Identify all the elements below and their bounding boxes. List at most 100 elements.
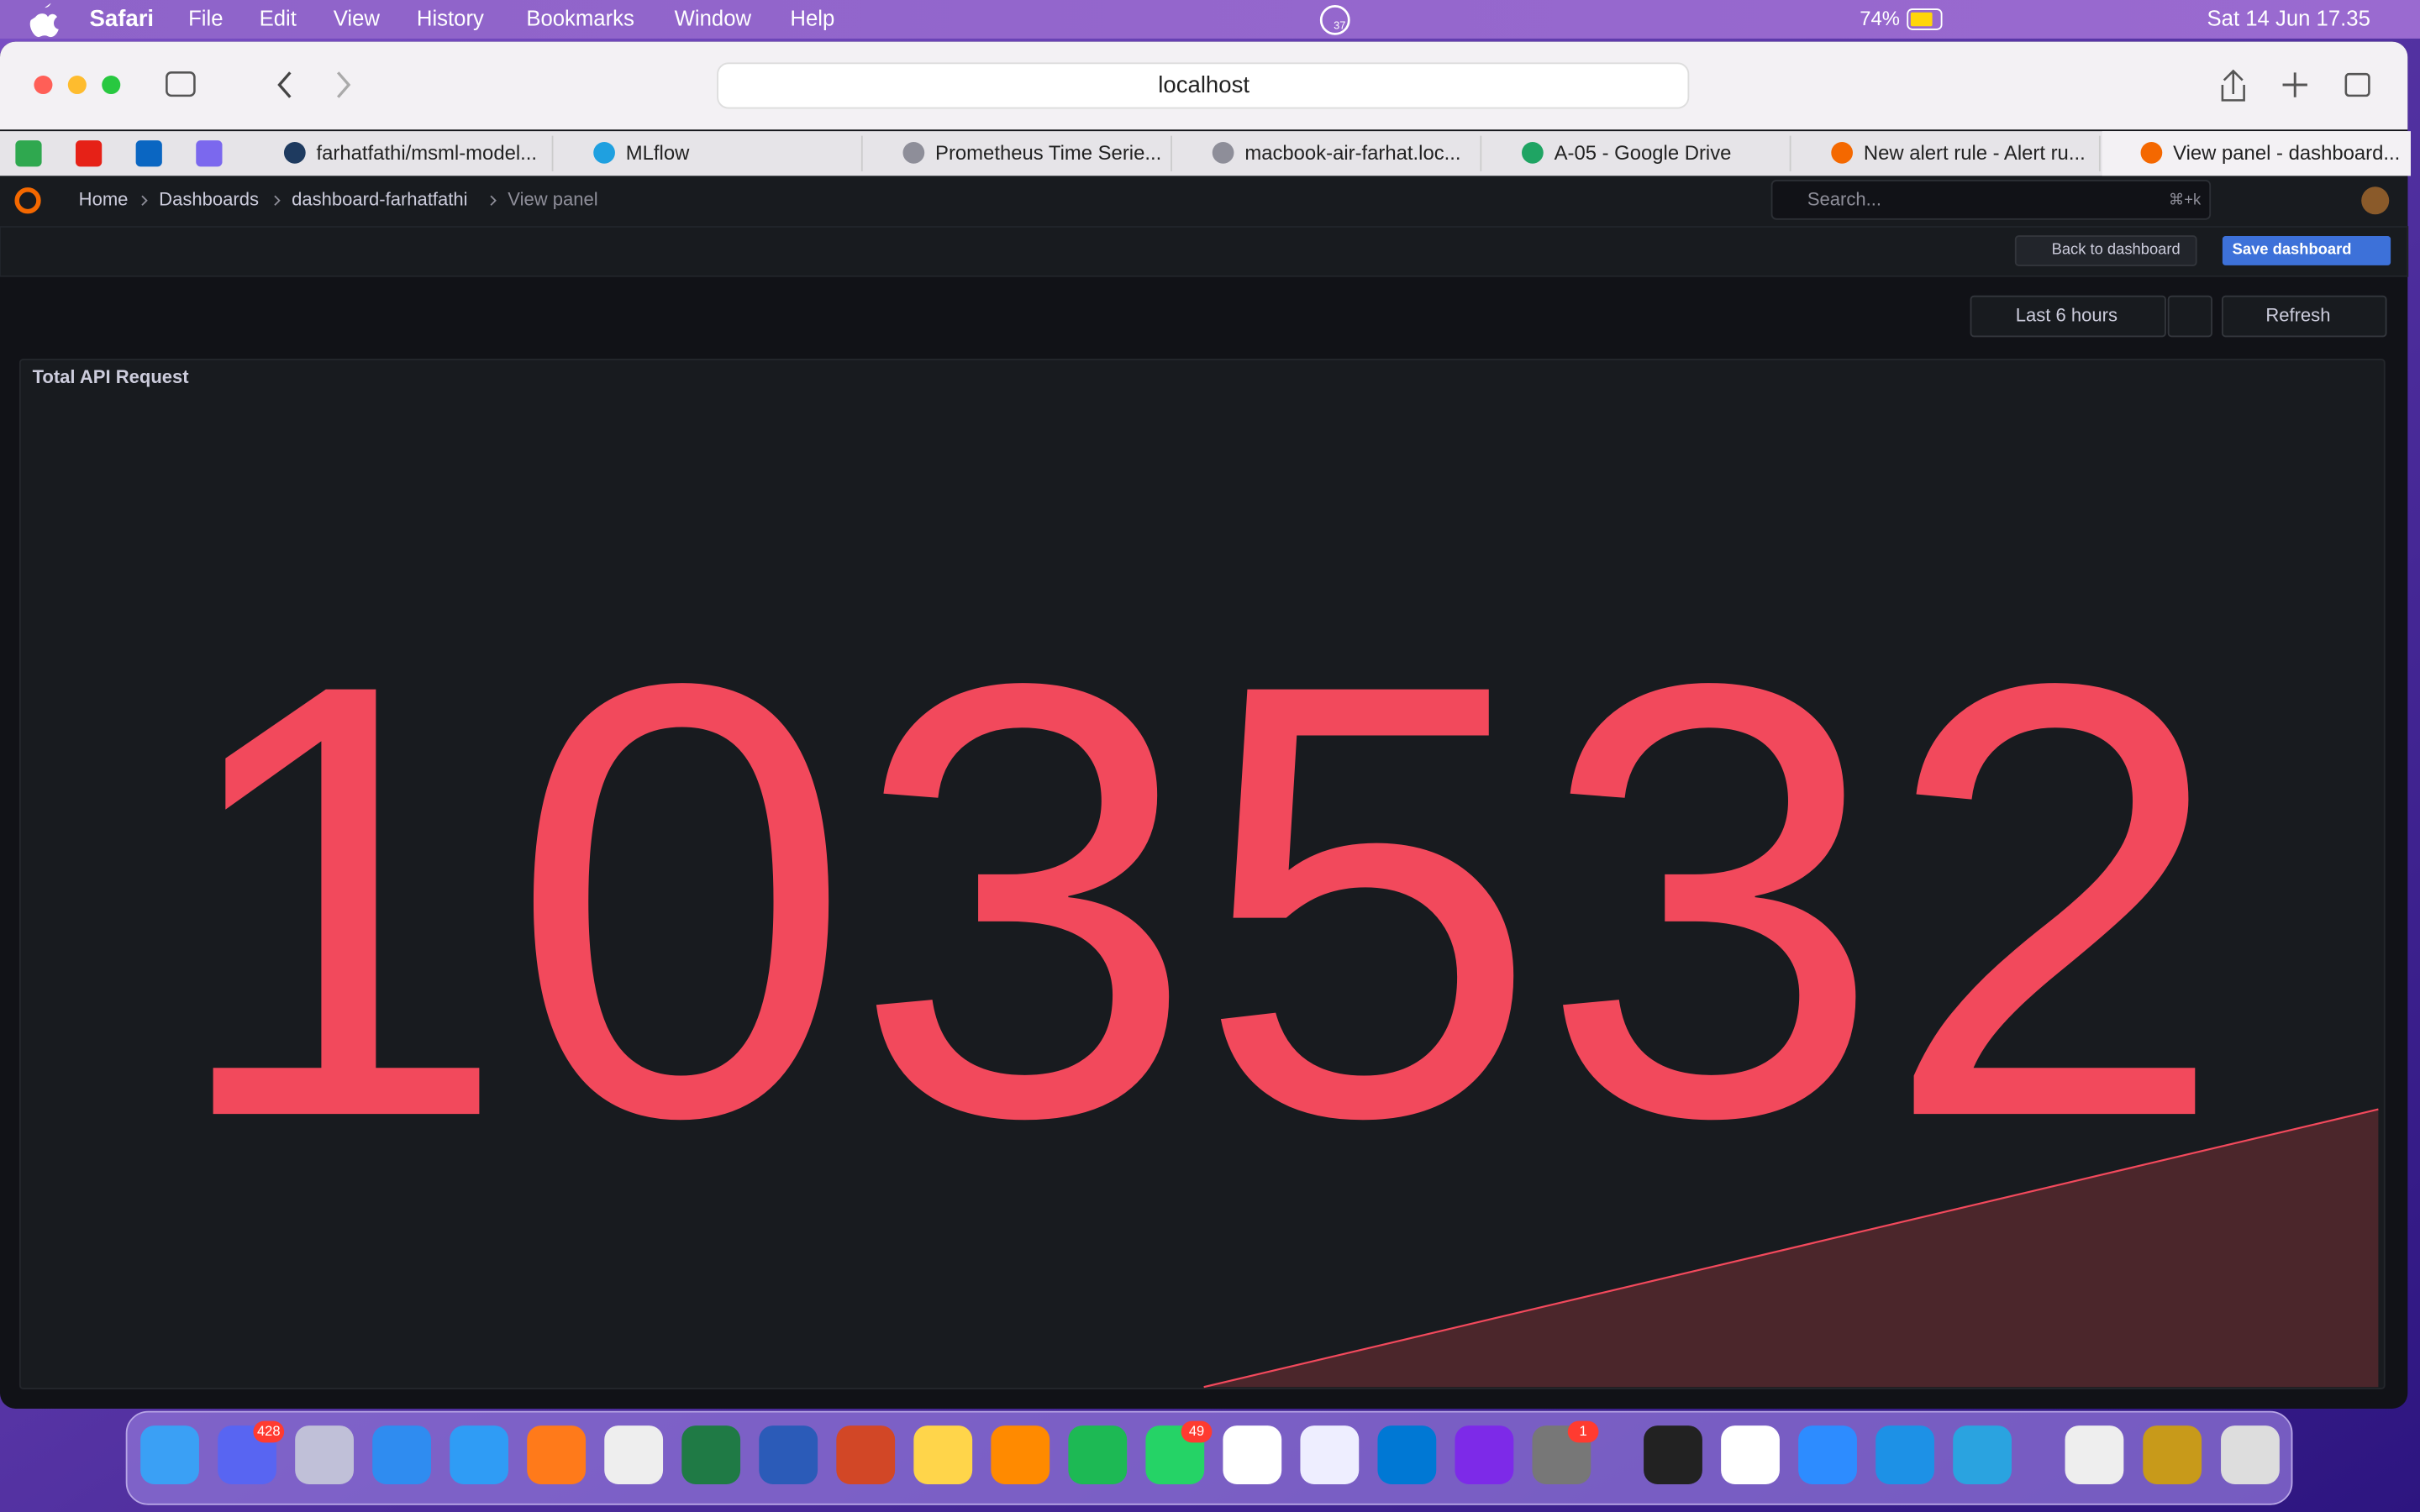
bookmark-icon[interactable]: [135, 140, 162, 167]
tab-favicon[interactable]: [1212, 141, 1234, 164]
battery-icon: [1907, 8, 1943, 30]
status-icon[interactable]: [1319, 4, 1350, 35]
grafana-logo[interactable]: [14, 187, 41, 214]
menu-item[interactable]: View: [334, 8, 381, 31]
bookmark-icon[interactable]: [196, 140, 223, 167]
search-box[interactable]: [1770, 179, 2212, 220]
menu-item[interactable]: Window: [675, 8, 752, 31]
menu-bar: [0, 0, 2420, 39]
save-dashboard-button[interactable]: [2222, 236, 2391, 265]
menu-item[interactable]: Edit: [260, 8, 297, 31]
back-button[interactable]: [277, 71, 292, 98]
tab-title[interactable]: farhatfathi/msml-model...: [317, 142, 538, 165]
dock-icon[interactable]: [1223, 1425, 1282, 1484]
panel-title: Total API Request: [33, 366, 190, 387]
zoom-button[interactable]: [102, 76, 121, 95]
stat-panel: [18, 359, 2386, 1389]
breadcrumb: View panel: [508, 189, 597, 210]
back-to-dashboard[interactable]: Back to dashboard: [2052, 239, 2181, 257]
breadcrumb[interactable]: dashboard-farhatfathi: [292, 189, 467, 210]
minimize-button[interactable]: [67, 76, 87, 95]
dock-icon[interactable]: [372, 1425, 431, 1484]
dock-icon[interactable]: [1644, 1425, 1702, 1484]
refresh[interactable]: Refresh: [2265, 304, 2330, 325]
tab-favicon[interactable]: [593, 141, 615, 164]
tab-favicon[interactable]: [2140, 141, 2163, 164]
dock-icon[interactable]: [1876, 1425, 1934, 1484]
menu-item[interactable]: Help: [790, 8, 834, 31]
dock-icon[interactable]: [1300, 1425, 1360, 1484]
tab-favicon[interactable]: [283, 141, 306, 164]
dock-icon[interactable]: [1721, 1425, 1780, 1484]
back-to-dashboard-button[interactable]: [2014, 235, 2197, 266]
battery-percent: 74%: [1860, 8, 1900, 30]
avatar[interactable]: [2361, 186, 2390, 215]
dock-icon[interactable]: [2065, 1425, 2124, 1484]
url[interactable]: localhost: [1158, 71, 1249, 97]
share-button[interactable]: [2221, 69, 2245, 102]
dock-icon[interactable]: [450, 1425, 509, 1484]
dock-icon[interactable]: [913, 1425, 973, 1484]
tab-overview-button[interactable]: [2344, 72, 2370, 97]
sidebar-button[interactable]: [166, 71, 196, 97]
action-bar: [0, 226, 2409, 277]
tab-favicon[interactable]: [1831, 141, 1853, 164]
tab-bar: [0, 131, 2408, 176]
bookmark-icon[interactable]: [15, 140, 42, 167]
battery-level: [1910, 12, 1933, 27]
refresh-button[interactable]: [2221, 295, 2387, 338]
sparkline: [1203, 1108, 2379, 1389]
tab-title[interactable]: View panel - dashboard...: [2173, 142, 2400, 165]
dock-badge-count: 49: [1189, 1423, 1204, 1439]
breadcrumb[interactable]: Home: [79, 189, 129, 210]
forward-button[interactable]: [337, 71, 351, 98]
save-dashboard[interactable]: Save dashboard: [2233, 239, 2352, 257]
bookmark-icon[interactable]: [76, 140, 103, 167]
tab-favicon[interactable]: [902, 141, 925, 164]
tab-title[interactable]: New alert rule - Alert ru...: [1864, 142, 2086, 165]
dock-icon[interactable]: [1455, 1425, 1514, 1484]
dock-icon[interactable]: [527, 1425, 587, 1484]
dock-icon[interactable]: [1953, 1425, 2012, 1484]
dock-icon[interactable]: [991, 1425, 1050, 1484]
menu-item[interactable]: File: [188, 8, 223, 31]
tab-title[interactable]: Prometheus Time Serie...: [935, 142, 1161, 165]
apple-logo[interactable]: [29, 3, 59, 38]
dock-icon[interactable]: [836, 1425, 896, 1484]
dock-badge: [1181, 1420, 1213, 1443]
dock-icon[interactable]: [1068, 1425, 1128, 1484]
breadcrumb[interactable]: Dashboards: [159, 189, 259, 210]
dock-icon[interactable]: [604, 1425, 664, 1484]
time-range[interactable]: Last 6 hours: [2016, 304, 2118, 325]
dock-icon[interactable]: [2143, 1425, 2202, 1484]
dock-badge-count: 1: [1580, 1423, 1587, 1439]
dock-icon[interactable]: [140, 1425, 199, 1484]
address-bar[interactable]: [717, 62, 1690, 109]
clock[interactable]: Sat 14 Jun 17.35: [2207, 8, 2370, 31]
menu-item[interactable]: History: [417, 8, 484, 31]
tab-title[interactable]: macbook-air-farhat.loc...: [1244, 142, 1460, 165]
breadcrumb-separator: [141, 195, 148, 206]
stat-value: 103532: [166, 555, 2227, 1245]
dock-icon[interactable]: [295, 1425, 354, 1484]
dock-icon[interactable]: [2221, 1425, 2280, 1484]
tab-title[interactable]: MLflow: [626, 142, 690, 165]
dock-icon[interactable]: [1798, 1425, 1857, 1484]
zoom-out-button[interactable]: [2167, 295, 2212, 338]
tab-favicon[interactable]: [1522, 141, 1544, 164]
breadcrumb-separator: [490, 195, 497, 206]
close-button[interactable]: [34, 76, 53, 95]
dock-icon[interactable]: [681, 1425, 741, 1484]
search-placeholder[interactable]: Search...: [1807, 189, 1881, 210]
dock-badge-count: 428: [257, 1423, 281, 1439]
breadcrumb-separator: [274, 195, 281, 206]
tab-title[interactable]: A-05 - Google Drive: [1555, 142, 1732, 165]
dock-icon[interactable]: [1377, 1425, 1437, 1484]
app-name[interactable]: Safari: [90, 5, 155, 31]
menu-item[interactable]: Bookmarks: [526, 8, 634, 31]
time-picker[interactable]: [1970, 295, 2166, 338]
search-shortcut: ⌘+k: [2169, 191, 2202, 208]
dock-icon[interactable]: [759, 1425, 818, 1484]
new-tab-button[interactable]: [2282, 72, 2307, 97]
